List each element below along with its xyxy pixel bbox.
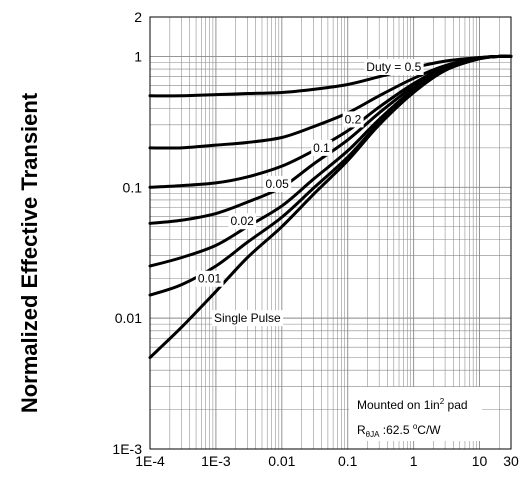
x-tick-label: 10 bbox=[472, 453, 488, 469]
y-tick-label: 2 bbox=[134, 9, 142, 25]
annotation-label: 0.1 bbox=[313, 141, 330, 155]
annotation-label: 0.2 bbox=[345, 112, 362, 126]
x-tick-label: 0.01 bbox=[268, 453, 295, 469]
series-line-d001 bbox=[148, 54, 513, 297]
annotation-background bbox=[342, 111, 364, 128]
mounting-note-background bbox=[349, 387, 482, 441]
annotation-background bbox=[228, 213, 257, 230]
annotation-label: Duty = 0.5 bbox=[366, 60, 421, 74]
annotation-duty-02: 0.2 bbox=[342, 111, 364, 128]
annotation-background bbox=[195, 270, 224, 287]
grid bbox=[149, 16, 512, 450]
annotation-label: 0.05 bbox=[265, 177, 289, 191]
annotation-background bbox=[263, 175, 292, 192]
series-line-d02 bbox=[148, 54, 513, 150]
y-tick-label: 1E-3 bbox=[112, 441, 142, 457]
annotation-duty-001: 0.01 bbox=[195, 270, 224, 287]
x-tick-label: 0.1 bbox=[338, 453, 358, 469]
annotation-background bbox=[364, 58, 424, 75]
x-tick-label: 1E-4 bbox=[135, 453, 165, 469]
annotation-background bbox=[311, 139, 333, 156]
annotation-duty-05: Duty = 0.5 bbox=[364, 58, 424, 75]
annotation-label: 0.02 bbox=[230, 214, 254, 228]
y-tick-label: 0.1 bbox=[123, 179, 143, 195]
mounting-note: Mounted on 1in2 pad RθJA :62.5 oC/W bbox=[349, 387, 482, 441]
y-axis-label: Normalized Effective Transient bbox=[17, 92, 42, 413]
annotation-duty-005: 0.05 bbox=[263, 175, 292, 192]
x-tick-label: 30 bbox=[503, 453, 519, 469]
y-tick-label: 0.01 bbox=[115, 310, 142, 326]
annotation-background bbox=[211, 310, 284, 327]
annotation-label: Single Pulse bbox=[214, 311, 281, 325]
mounting-note-line2: RθJA :62.5 oC/W bbox=[357, 422, 441, 439]
series-group bbox=[148, 54, 513, 360]
annotation-duty-01: 0.1 bbox=[311, 139, 333, 156]
plot-area-border bbox=[149, 16, 512, 450]
annotation-duty-002: 0.02 bbox=[228, 213, 257, 230]
annotation-single-pulse: Single Pulse bbox=[211, 310, 284, 327]
mounting-note-line1: Mounted on 1in2 pad bbox=[357, 397, 468, 412]
annotation-label: 0.01 bbox=[198, 272, 222, 286]
x-tick-label: 1 bbox=[410, 453, 418, 469]
series-line-single bbox=[148, 54, 513, 360]
y-tick-label: 1 bbox=[134, 48, 142, 64]
annotations-group: Duty = 0.5 0.2 0.1 0.05 0.02 0.01 Single Pulse bbox=[195, 58, 424, 327]
x-tick-label: 1E-3 bbox=[201, 453, 231, 469]
